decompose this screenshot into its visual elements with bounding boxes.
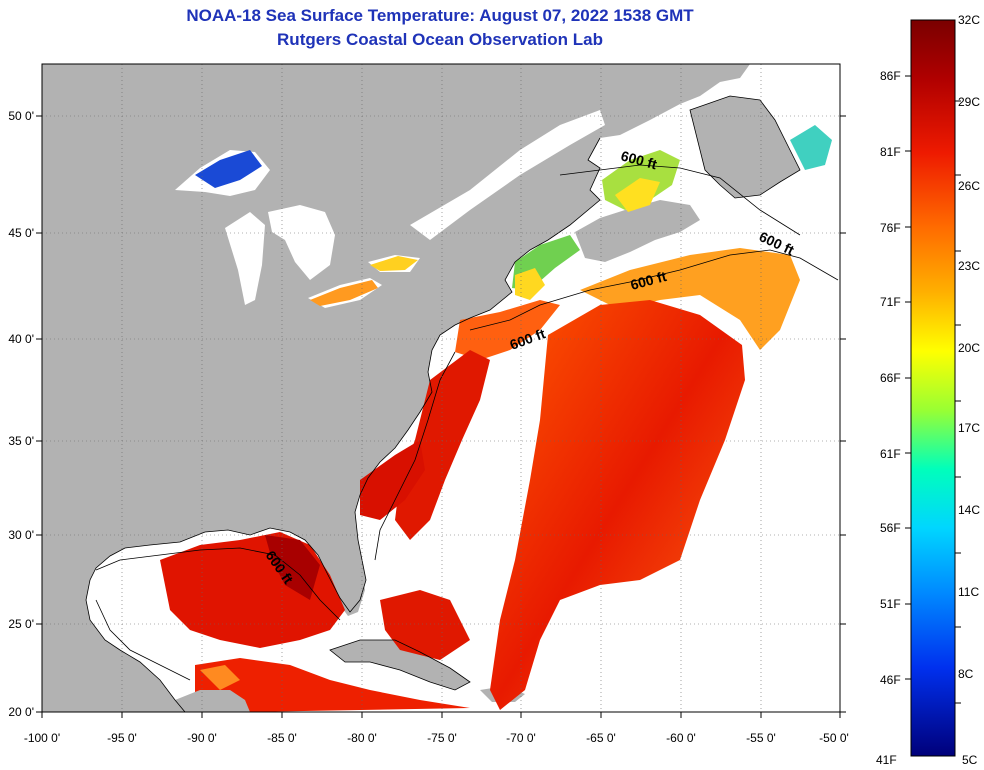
celsius-label: 8C xyxy=(958,667,974,681)
sst-caribbean xyxy=(195,658,470,712)
fahrenheit-label: 61F xyxy=(880,447,901,461)
lon-tick-label: -90 0' xyxy=(187,731,217,745)
land-nova-scotia xyxy=(575,200,700,262)
fahrenheit-label: 46F xyxy=(880,673,901,687)
celsius-label: 20C xyxy=(958,341,980,355)
lon-tick-label: -60 0' xyxy=(666,731,696,745)
latitude-labels: 20 0' 25 0' 30 0' 35 0' 40 0' 45 0' 50 0… xyxy=(8,109,34,719)
sst-labrador-cyan xyxy=(790,125,832,170)
fahrenheit-label: 71F xyxy=(880,295,901,309)
lon-tick-label: -95 0' xyxy=(107,731,137,745)
fahrenheit-label: 66F xyxy=(880,371,901,385)
lat-tick-label: 45 0' xyxy=(8,226,34,240)
lon-tick-label: -85 0' xyxy=(267,731,297,745)
lon-tick-label: -55 0' xyxy=(746,731,776,745)
lat-tick-label: 25 0' xyxy=(8,617,34,631)
sst-scotian-shelf xyxy=(580,248,800,350)
sst-cape-cod-yellow xyxy=(515,268,545,300)
map-title: NOAA-18 Sea Surface Temperature: August … xyxy=(186,6,694,25)
lat-tick-label: 30 0' xyxy=(8,528,34,542)
land-newfoundland xyxy=(690,96,800,198)
sst-gulf-st-lawrence-yellow xyxy=(615,178,660,212)
celsius-label: 11C xyxy=(958,585,979,599)
fahrenheit-label: 81F xyxy=(880,145,901,159)
sst-yucatan-orange xyxy=(200,665,240,690)
colorbar-ticks xyxy=(905,75,961,704)
fahrenheit-label: 51F xyxy=(880,597,901,611)
color-scale-bar xyxy=(910,19,956,757)
celsius-label: 14C xyxy=(958,503,980,517)
celsius-label: 29C xyxy=(958,95,980,109)
lon-tick-label: -65 0' xyxy=(586,731,616,745)
lon-tick-label: -75 0' xyxy=(427,731,457,745)
lat-tick-label: 20 0' xyxy=(8,705,34,719)
celsius-label: 26C xyxy=(958,179,980,193)
fahrenheit-label: 56F xyxy=(880,521,901,535)
map-subtitle: Rutgers Coastal Ocean Observation Lab xyxy=(277,30,603,49)
lat-tick-label: 35 0' xyxy=(8,434,34,448)
map-border xyxy=(41,63,841,713)
sst-bahamas xyxy=(380,590,470,660)
celsius-label: 32C xyxy=(958,13,980,27)
map-gridlines xyxy=(42,64,840,712)
fahrenheit-label: 41F xyxy=(876,753,897,767)
sst-atlantic-swath xyxy=(490,300,745,710)
fahrenheit-label: 76F xyxy=(880,221,901,235)
sst-southeast-coast xyxy=(395,350,490,540)
sst-lake-superior xyxy=(195,150,262,188)
sst-carolina-coast xyxy=(360,440,425,520)
land-yucatan xyxy=(175,690,250,712)
longitude-labels: -100 0' -95 0' -90 0' -85 0' -80 0' -75 … xyxy=(24,731,849,745)
lat-tick-label: 50 0' xyxy=(8,109,34,123)
sst-mid-atlantic-shelf xyxy=(455,300,560,360)
lon-tick-label: -70 0' xyxy=(506,731,536,745)
axis-ticks xyxy=(36,115,846,718)
lat-tick-label: 40 0' xyxy=(8,332,34,346)
lon-tick-label: -100 0' xyxy=(24,731,60,745)
sst-gulf-dark xyxy=(265,535,320,600)
land-florida xyxy=(328,560,365,616)
colorbar-celsius-labels: 32C 29C 26C 23C 20C 17C 14C 11C 8C 5C xyxy=(958,13,980,767)
celsius-label: 23C xyxy=(958,259,980,273)
land-cuba xyxy=(330,640,470,690)
celsius-label: 5C xyxy=(962,753,978,767)
sst-lake-erie xyxy=(310,280,378,306)
sst-lake-ontario xyxy=(370,256,418,271)
lon-tick-label: -50 0' xyxy=(819,731,849,745)
lon-tick-label: -80 0' xyxy=(347,731,377,745)
fahrenheit-label: 86F xyxy=(880,69,901,83)
celsius-label: 17C xyxy=(958,421,980,435)
colorbar-fahrenheit-labels: 86F 81F 76F 71F 66F 61F 56F 51F 46F 41F xyxy=(876,69,901,767)
land-north-america xyxy=(42,64,750,712)
depth-contours xyxy=(95,164,839,681)
